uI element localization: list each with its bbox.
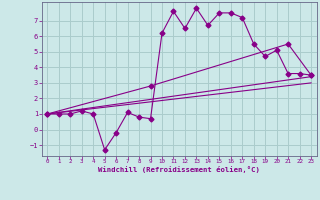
X-axis label: Windchill (Refroidissement éolien,°C): Windchill (Refroidissement éolien,°C) — [98, 166, 260, 173]
